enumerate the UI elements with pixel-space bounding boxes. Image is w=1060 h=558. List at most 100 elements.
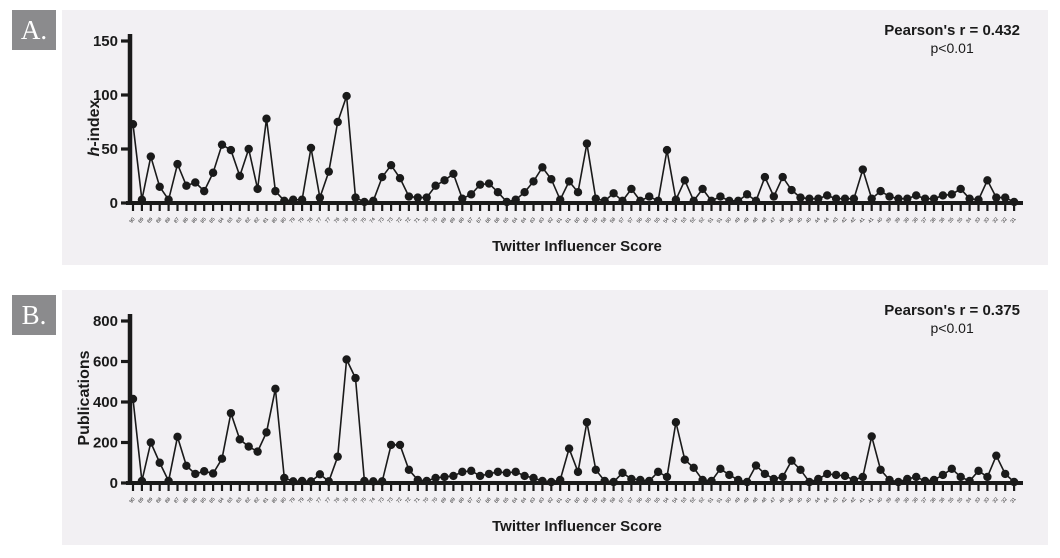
data-point [484,179,494,188]
data-point [636,475,645,485]
data-point [814,474,823,484]
x-tick-label: 68 [458,216,466,224]
data-point [600,476,609,486]
x-tick-label: 81 [262,496,270,504]
data-point [894,194,903,203]
x-tick-label: 79 [298,496,306,504]
x-tick-label: 79 [289,216,297,224]
data-point [449,471,458,481]
data-point [653,467,663,477]
x-tick-label: 57 [618,496,626,504]
x-tick-label: 70 [422,216,430,224]
data-series [128,355,1019,487]
x-tick-label: 58 [600,216,608,224]
x-tick-label: 62 [547,496,555,504]
x-tick-label: 69 [449,216,457,224]
y-tick-label: 200 [93,435,118,452]
x-tick-label: 58 [609,216,617,224]
x-tick-label: 85 [200,496,208,504]
data-point [297,195,307,204]
data-point [725,196,734,206]
data-point [627,474,636,484]
x-tick-label: 48 [760,496,768,504]
data-point [716,464,725,474]
x-tick-label: 75 [351,216,359,224]
data-point [912,472,921,482]
data-point [369,477,378,486]
data-point [1001,469,1010,479]
data-point [965,194,974,203]
data-point [289,195,298,204]
x-tick-label: 64 [520,496,528,504]
data-point [173,432,182,442]
x-tick-label: 60 [573,216,581,224]
data-point [974,195,983,204]
data-point [235,171,244,181]
y-tick-label: 150 [93,33,118,50]
x-tick-labels: 90 89 89 88 88 87 86 86 85 85 84 83 83 82 82 81 80 80 79 79… [128,496,1017,504]
x-tick-label: 88 [155,496,163,504]
data-point [155,182,164,191]
x-tick-label: 56 [636,496,644,504]
x-tick-label: 35 [947,496,955,504]
data-point [226,408,236,418]
x-tick-label: 74 [369,496,377,504]
x-tick-label: 54 [662,496,670,504]
data-point [493,467,503,477]
x-tick-label: 76 [333,496,341,504]
data-point [947,464,956,474]
data-point [734,196,743,206]
data-point [636,196,645,206]
data-point [689,463,698,473]
data-point [903,194,912,203]
data-point [947,190,956,199]
data-point [671,195,681,204]
data-point [529,473,538,483]
y-axis-title-text: -index [86,99,103,147]
x-tick-label: 42 [840,216,848,224]
data-point [992,451,1001,460]
data-line [132,95,1015,203]
x-tick-label: 44 [823,496,831,504]
data-point [734,475,743,485]
pearson-r-value: Pearson's r = 0.432 [884,22,1020,39]
data-point [449,169,458,179]
x-tick-label: 78 [306,496,314,504]
x-tick-label: 44 [814,496,822,504]
data-point [378,477,387,486]
data-point [920,476,930,486]
y-tick-label: 0 [110,475,118,492]
x-tick-label: 88 [164,496,172,504]
data-point [360,476,369,486]
correlation-annotation: Pearson's r = 0.432 p<0.01 [884,22,1020,56]
data-point [573,188,583,197]
x-tick-label: 86 [182,496,190,504]
x-tick-label: 89 [137,216,145,224]
x-tick-label: 87 [173,216,181,224]
data-point [591,194,600,203]
x-tick-label: 49 [743,496,751,504]
data-point [173,159,182,169]
x-tick-label: 89 [137,496,145,504]
x-tick-label: 67 [467,496,475,504]
data-point [778,172,787,182]
data-point [244,144,253,154]
data-point [805,477,814,487]
data-point [262,428,271,437]
x-tick-label: 60 [582,496,590,504]
data-point [556,475,565,485]
x-tick-label: 67 [476,496,484,504]
x-tick-label: 39 [894,216,902,224]
data-point [422,476,431,486]
data-point [707,196,716,206]
data-point [929,194,939,203]
data-point [520,471,529,481]
data-point [573,467,583,477]
x-tick-label: 32 [1001,496,1009,504]
x-tick-label: 69 [440,496,448,504]
data-point [182,181,191,190]
data-point [431,473,440,483]
data-point [671,418,681,427]
data-point [1001,193,1010,202]
